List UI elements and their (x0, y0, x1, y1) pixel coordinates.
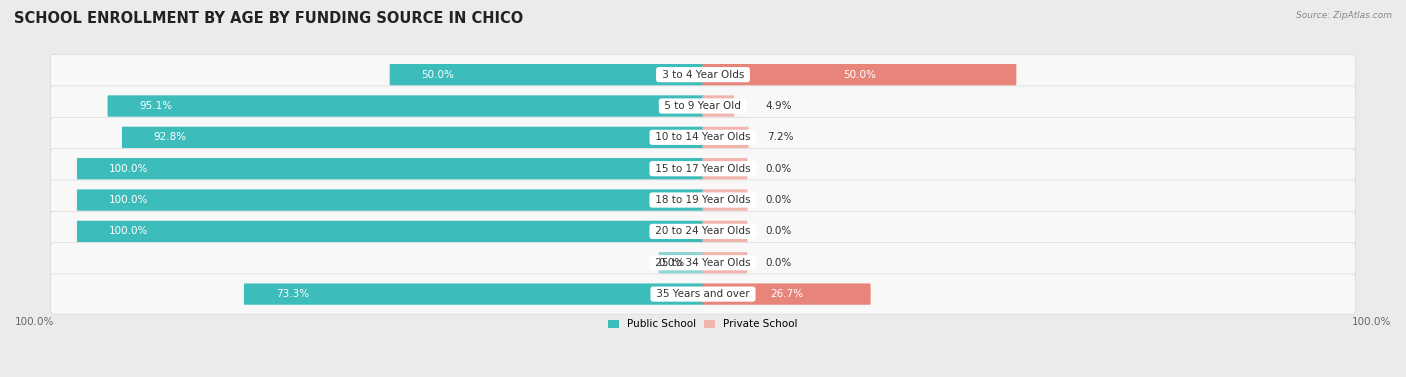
Text: 0.0%: 0.0% (765, 226, 792, 236)
FancyBboxPatch shape (389, 64, 703, 85)
Text: 5 to 9 Year Old: 5 to 9 Year Old (661, 101, 745, 111)
Text: 15 to 17 Year Olds: 15 to 17 Year Olds (652, 164, 754, 174)
Text: 100.0%: 100.0% (108, 226, 148, 236)
Text: 0.0%: 0.0% (658, 258, 685, 268)
FancyBboxPatch shape (77, 189, 703, 211)
FancyBboxPatch shape (51, 86, 1355, 126)
FancyBboxPatch shape (51, 149, 1355, 189)
Text: 100.0%: 100.0% (15, 317, 55, 326)
Text: 18 to 19 Year Olds: 18 to 19 Year Olds (652, 195, 754, 205)
Text: 26.7%: 26.7% (770, 289, 803, 299)
FancyBboxPatch shape (51, 243, 1355, 283)
FancyBboxPatch shape (108, 95, 703, 116)
FancyBboxPatch shape (703, 95, 734, 116)
Text: 0.0%: 0.0% (765, 258, 792, 268)
FancyBboxPatch shape (51, 117, 1355, 158)
Text: 35 Years and over: 35 Years and over (652, 289, 754, 299)
FancyBboxPatch shape (77, 221, 703, 242)
FancyBboxPatch shape (703, 127, 748, 148)
FancyBboxPatch shape (122, 127, 703, 148)
FancyBboxPatch shape (703, 158, 748, 179)
FancyBboxPatch shape (77, 158, 703, 179)
Text: 95.1%: 95.1% (139, 101, 173, 111)
FancyBboxPatch shape (51, 180, 1355, 220)
Text: 92.8%: 92.8% (153, 132, 187, 143)
Text: 10 to 14 Year Olds: 10 to 14 Year Olds (652, 132, 754, 143)
FancyBboxPatch shape (703, 189, 748, 211)
Text: 100.0%: 100.0% (108, 195, 148, 205)
Text: 0.0%: 0.0% (765, 195, 792, 205)
FancyBboxPatch shape (703, 64, 1017, 85)
Text: 3 to 4 Year Olds: 3 to 4 Year Olds (658, 70, 748, 80)
FancyBboxPatch shape (51, 55, 1355, 95)
FancyBboxPatch shape (658, 252, 703, 273)
FancyBboxPatch shape (51, 274, 1355, 314)
Legend: Public School, Private School: Public School, Private School (605, 315, 801, 334)
Text: SCHOOL ENROLLMENT BY AGE BY FUNDING SOURCE IN CHICO: SCHOOL ENROLLMENT BY AGE BY FUNDING SOUR… (14, 11, 523, 26)
Text: 25 to 34 Year Olds: 25 to 34 Year Olds (652, 258, 754, 268)
Text: 50.0%: 50.0% (844, 70, 876, 80)
Text: 4.9%: 4.9% (765, 101, 792, 111)
FancyBboxPatch shape (703, 284, 870, 305)
Text: 100.0%: 100.0% (108, 164, 148, 174)
Text: 7.2%: 7.2% (766, 132, 793, 143)
FancyBboxPatch shape (703, 252, 748, 273)
Text: Source: ZipAtlas.com: Source: ZipAtlas.com (1296, 11, 1392, 20)
Text: 73.3%: 73.3% (276, 289, 309, 299)
Text: 50.0%: 50.0% (422, 70, 454, 80)
FancyBboxPatch shape (243, 284, 703, 305)
Text: 20 to 24 Year Olds: 20 to 24 Year Olds (652, 226, 754, 236)
Text: 0.0%: 0.0% (765, 164, 792, 174)
FancyBboxPatch shape (703, 221, 748, 242)
FancyBboxPatch shape (51, 211, 1355, 251)
Text: 100.0%: 100.0% (1351, 317, 1391, 326)
